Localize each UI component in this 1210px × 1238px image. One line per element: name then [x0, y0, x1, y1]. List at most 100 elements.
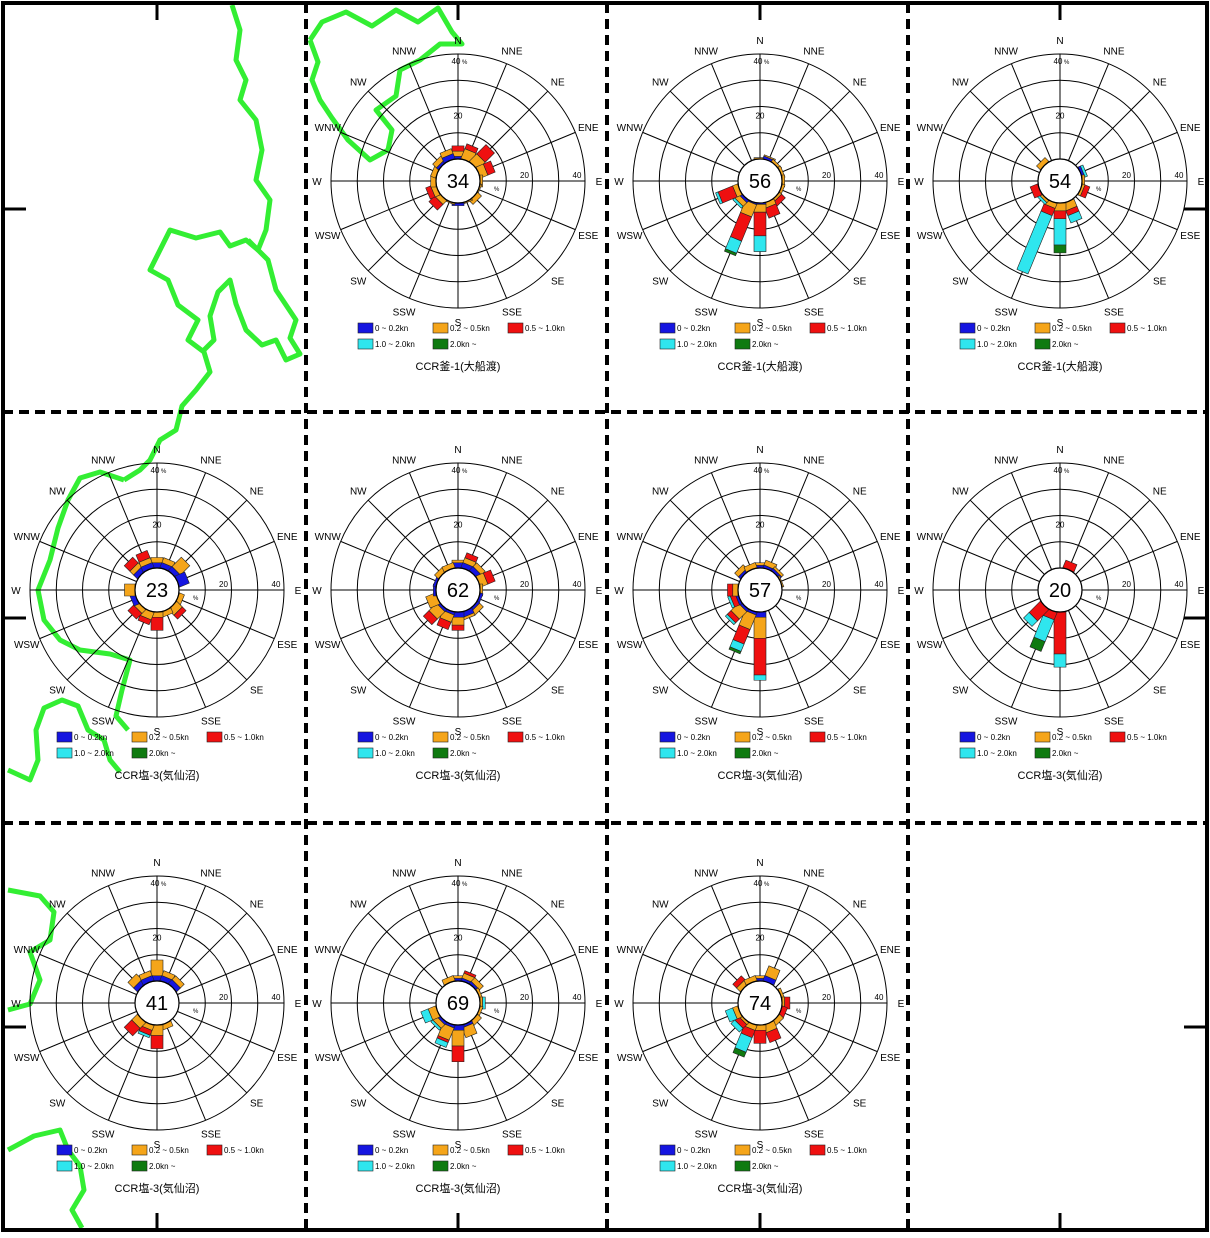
direction-label-ene: ENE	[880, 945, 901, 956]
bar-nw-seg-3	[732, 975, 746, 989]
legend-label-2: 0.2 ~ 0.5kn	[1052, 733, 1092, 742]
ring-label-40-east: 40	[1175, 580, 1184, 589]
bar-w-seg-3	[727, 583, 734, 597]
legend-swatch-3	[1109, 731, 1126, 743]
direction-label-sw: SW	[652, 686, 669, 697]
direction-label-wnw: WNW	[315, 945, 342, 956]
direction-label-w: W	[312, 177, 322, 188]
bar-n-seg-2	[150, 557, 164, 564]
direction-label-se: SE	[551, 686, 565, 697]
wind-rose-9: 69 N NNE NE ENE E ESE SE SSE S SSW SW WSW W WNW NW NNW 20…	[312, 858, 602, 1195]
legend-label-3: 0.5 ~ 1.0kn	[827, 1146, 867, 1155]
direction-label-se: SE	[551, 1099, 565, 1110]
direction-label-se: SE	[853, 686, 867, 697]
legend-swatch-4	[357, 1160, 374, 1172]
percent-label-north: %	[161, 882, 167, 888]
percent-label-north: %	[764, 882, 770, 888]
bar-w-seg-2	[732, 583, 739, 597]
bar-se-seg-3	[173, 606, 187, 620]
center-count: 54	[1049, 171, 1071, 193]
legend-swatch-1	[56, 1144, 73, 1156]
coastline-peninsula	[202, 238, 303, 363]
ring-label-40-north: 40	[452, 466, 461, 475]
direction-label-se: SE	[853, 277, 867, 288]
direction-label-wnw: WNW	[917, 532, 944, 543]
direction-label-nnw: NNW	[994, 47, 1018, 58]
center-count: 34	[447, 171, 469, 193]
bar-s-seg-4	[1053, 218, 1067, 246]
bar-nnw-seg-2	[439, 148, 454, 159]
legend-label-2: 0.2 ~ 0.5kn	[450, 1146, 490, 1155]
direction-label-wnw: WNW	[617, 532, 644, 543]
bar-nne-seg-2	[763, 154, 776, 161]
direction-label-nne: NNE	[1103, 47, 1124, 58]
ring-label-40-north: 40	[452, 57, 461, 66]
bar-s-seg-3	[1053, 210, 1067, 220]
direction-label-sw: SW	[350, 1099, 367, 1110]
direction-label-ene: ENE	[277, 532, 298, 543]
wind-rose-4: 23 N NNE NE ENE E ESE SE SSE S SSW SW WSW W WNW NW NNW 20…	[11, 445, 301, 782]
direction-label-e: E	[898, 999, 905, 1010]
legend-swatch-5	[131, 747, 148, 759]
ring-label-40-east: 40	[272, 580, 281, 589]
bar-n-seg-2	[150, 959, 164, 977]
bar-n-seg-3	[451, 145, 465, 152]
legend-label-4: 1.0 ~ 2.0kn	[375, 340, 415, 349]
direction-label-s: S	[1057, 727, 1064, 738]
ring-label-20-east: 20	[520, 993, 529, 1002]
legend-swatch-1	[357, 1144, 374, 1156]
direction-label-n: N	[756, 36, 763, 47]
coastline-mid	[35, 469, 133, 732]
station-label: CCR釜-1(大船渡)	[718, 359, 803, 373]
direction-label-se: SE	[853, 1099, 867, 1110]
ring-label-20-east: 20	[520, 580, 529, 589]
direction-label-ssw: SSW	[92, 716, 115, 727]
direction-label-sw: SW	[350, 686, 367, 697]
bar-ssw-seg-4	[434, 1037, 449, 1048]
direction-label-se: SE	[551, 277, 565, 288]
direction-label-ne: NE	[1153, 486, 1167, 497]
legend-label-4: 1.0 ~ 2.0kn	[677, 1162, 717, 1171]
bar-sw-seg-4	[430, 1019, 442, 1031]
legend-swatch-5	[734, 338, 751, 350]
legend-swatch-5	[432, 747, 449, 759]
bar-ne-seg-2	[171, 556, 191, 576]
direction-label-nw: NW	[49, 899, 66, 910]
direction-label-sse: SSE	[804, 716, 824, 727]
ring-label-20-north: 20	[153, 521, 162, 530]
direction-label-ese: ESE	[880, 231, 900, 242]
legend-label-5: 2.0kn ~	[752, 340, 779, 349]
direction-label-ne: NE	[853, 77, 867, 88]
legend-label-4: 1.0 ~ 2.0kn	[677, 340, 717, 349]
direction-label-ene: ENE	[578, 945, 599, 956]
direction-label-se: SE	[250, 686, 264, 697]
legend-label-1: 0 ~ 0.2kn	[977, 324, 1010, 333]
legend-swatch-2	[131, 731, 148, 743]
wind-rose-3: 54 N NNE NE ENE E ESE SE SSE S SSW SW WSW W WNW NW NNW 20…	[914, 36, 1204, 373]
bar-nne-seg-2	[764, 965, 781, 981]
direction-label-w: W	[312, 586, 322, 597]
legend-label-5: 2.0kn ~	[149, 1162, 176, 1171]
ring-label-20-east: 20	[822, 171, 831, 180]
legend-swatch-4	[659, 747, 676, 759]
wind-roses: 34NNNENEENEEESESESSESSSWSWWSWWWNWNWNNW20…	[11, 36, 1204, 1195]
ring-label-20-east: 20	[822, 580, 831, 589]
direction-label-sse: SSE	[502, 716, 522, 727]
direction-label-ese: ESE	[880, 640, 900, 651]
direction-label-ese: ESE	[277, 1053, 297, 1064]
station-label: CCR塩-3(気仙沼)	[718, 768, 803, 782]
bar-s-seg-3	[753, 211, 767, 237]
bar-s-seg-5	[1053, 244, 1067, 254]
direction-label-e: E	[1198, 177, 1205, 188]
bar-wsw-seg-3	[425, 185, 436, 200]
bar-ne-seg-2	[772, 566, 784, 578]
percent-label-north: %	[462, 60, 468, 66]
legend-label-4: 1.0 ~ 2.0kn	[977, 749, 1017, 758]
legend-swatch-3	[809, 1144, 826, 1156]
legend-label-1: 0 ~ 0.2kn	[677, 733, 710, 742]
legend-swatch-5	[432, 1160, 449, 1172]
bar-w-seg-2	[124, 583, 136, 597]
bar-nnw-seg-2	[138, 970, 153, 981]
